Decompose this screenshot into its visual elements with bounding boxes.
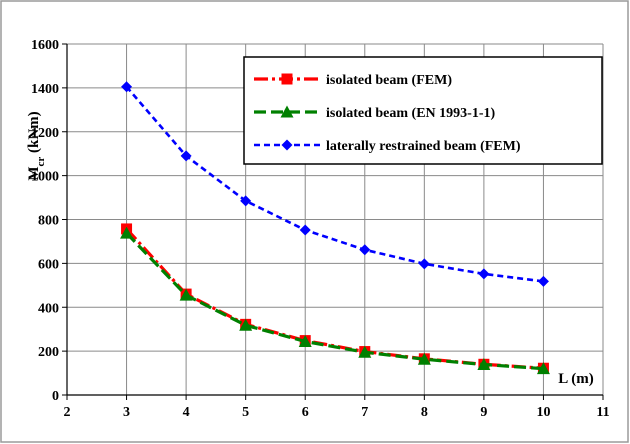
data-point [477, 358, 491, 371]
data-point [418, 258, 430, 270]
data-point [478, 268, 490, 280]
data-point [180, 150, 192, 162]
y-tick-label: 800 [38, 214, 59, 229]
legend-swatch-marker [281, 73, 293, 85]
x-tick-label: 10 [536, 405, 550, 420]
x-tick-label: 7 [361, 405, 368, 420]
legend-item: isolated beam (FEM) [254, 73, 452, 88]
x-tick-label: 4 [183, 405, 190, 420]
y-tick-label: 600 [38, 257, 59, 272]
y-tick-label: 400 [38, 301, 59, 316]
data-point [121, 81, 133, 93]
data-point [179, 288, 193, 301]
legend-label: laterally restrained beam (FEM) [326, 139, 521, 154]
x-axis-label: L (m) [558, 371, 593, 387]
data-point [417, 352, 431, 365]
data-point [120, 226, 134, 239]
data-point [359, 244, 371, 256]
data-point [358, 345, 372, 358]
x-tick-label: 2 [64, 405, 71, 420]
series-line [125, 85, 544, 283]
legend-label: isolated beam (EN 1993-1-1) [326, 106, 495, 121]
data-point [299, 224, 311, 236]
y-tick-label: 200 [38, 345, 59, 360]
data-point [537, 275, 549, 287]
y-tick-label: 1000 [31, 170, 59, 185]
legend-item: isolated beam (EN 1993-1-1) [254, 105, 495, 121]
data-point [298, 334, 312, 347]
y-tick-label: 1200 [31, 126, 59, 141]
y-tick-label: 0 [52, 389, 59, 404]
series [120, 81, 550, 375]
x-tick-label: 3 [123, 405, 130, 420]
legend-swatch-marker [280, 105, 294, 118]
y-tick-label: 1600 [31, 38, 59, 53]
legend-swatch-marker [281, 139, 293, 151]
series-3 [121, 81, 549, 287]
y-tick-label: 1400 [31, 82, 59, 97]
x-tick-label: 5 [242, 405, 249, 420]
legend-item: laterally restrained beam (FEM) [254, 139, 521, 154]
x-tick-label: 6 [302, 405, 309, 420]
data-point [239, 318, 253, 331]
legend-label: isolated beam (FEM) [326, 73, 452, 88]
x-tick-label: 8 [421, 405, 428, 420]
series-line [125, 231, 544, 371]
data-point [536, 362, 550, 375]
data-point [240, 195, 252, 207]
x-tick-label: 9 [480, 405, 487, 420]
legend-box [243, 56, 603, 165]
axes: 2 3 4 5 6 7 8 9 10 11 0 200 400 600 800 1000 1200 1400 160… [31, 38, 610, 420]
series-2 [120, 226, 550, 375]
y-axis-label: Mcr (kNm) [26, 111, 47, 180]
grid [67, 43, 604, 395]
legend: isolated beam (FEM) isolated beam (EN 199… [243, 56, 603, 165]
x-tick-label: 11 [596, 405, 609, 420]
